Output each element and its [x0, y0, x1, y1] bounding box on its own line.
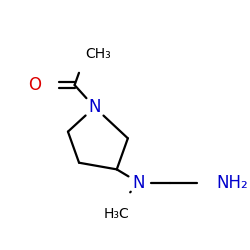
Text: N: N: [133, 174, 145, 192]
Text: N: N: [88, 98, 101, 116]
Text: O: O: [28, 76, 41, 94]
Text: CH₃: CH₃: [86, 47, 112, 61]
Text: H₃C: H₃C: [104, 207, 130, 221]
Text: NH₂: NH₂: [216, 174, 248, 192]
